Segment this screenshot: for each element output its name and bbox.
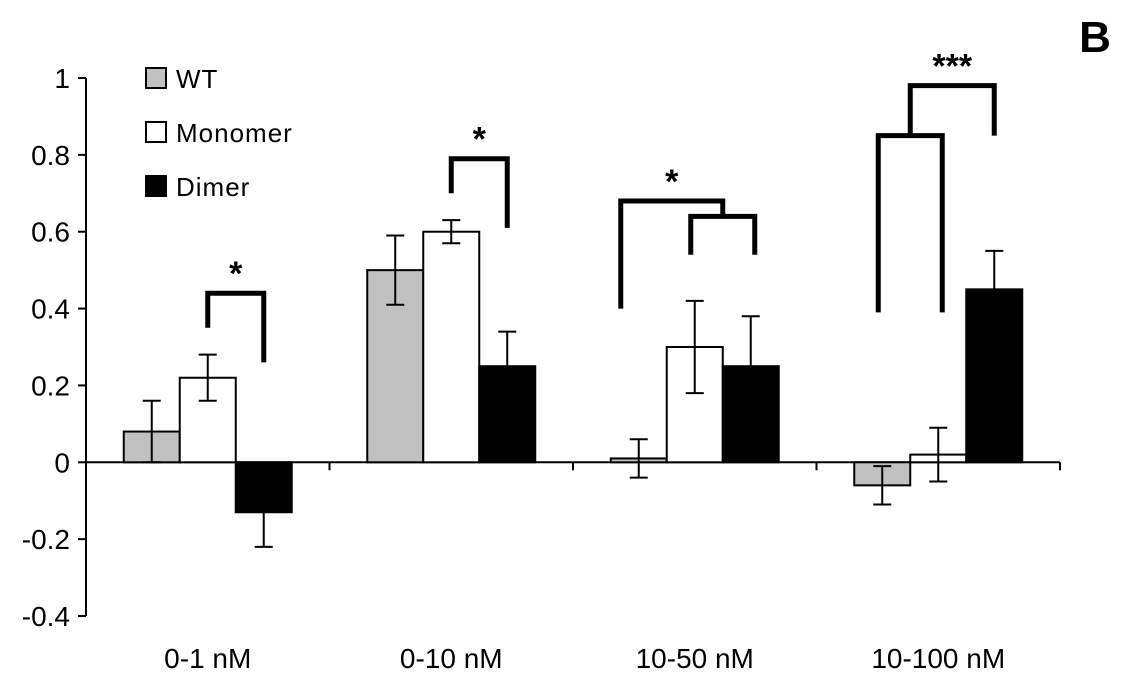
y-tick-label: 0.2 bbox=[31, 370, 70, 401]
significance-brackets: ****** bbox=[205, 48, 997, 363]
y-tick-label: 0.6 bbox=[31, 217, 70, 248]
y-tick-label: -0.4 bbox=[22, 601, 70, 632]
legend-label: WT bbox=[176, 64, 218, 94]
legend-label: Monomer bbox=[176, 118, 293, 148]
y-tick-label: 1 bbox=[54, 63, 70, 94]
bar-monomer bbox=[422, 230, 481, 464]
legend-swatch-monomer bbox=[145, 121, 167, 143]
axes: -0.4 -0.2 0 0.2 0.4 0.6 0.8 1 0-1 nM 0-10 nM 10-50… bbox=[22, 63, 1061, 674]
legend-swatch-wt bbox=[145, 67, 167, 89]
y-tick-label: 0 bbox=[54, 447, 70, 478]
significance-label: * bbox=[665, 163, 679, 201]
significance-bracket bbox=[205, 290, 267, 363]
significance-label: * bbox=[473, 121, 487, 159]
error-bars bbox=[142, 219, 1004, 548]
x-tick-label: 10-50 nM bbox=[636, 643, 754, 674]
significance-label: * bbox=[229, 255, 243, 293]
significance-bracket bbox=[448, 156, 510, 228]
legend-swatch-dimer bbox=[145, 175, 167, 197]
y-tick-label: -0.2 bbox=[22, 524, 70, 555]
significance-bracket bbox=[875, 133, 945, 313]
x-tick-label: 0-1 nM bbox=[164, 643, 251, 674]
y-tick-label: 0.4 bbox=[31, 294, 70, 325]
legend-label: Dimer bbox=[176, 172, 250, 202]
x-tick-label: 0-10 nM bbox=[400, 643, 503, 674]
significance-label: *** bbox=[932, 48, 972, 86]
significance-bracket bbox=[907, 83, 997, 136]
y-tick-label: 0.8 bbox=[31, 140, 70, 171]
x-tick-label: 10-100 nM bbox=[871, 643, 1005, 674]
legend: WT Monomer Dimer bbox=[145, 64, 293, 202]
significance-bracket bbox=[688, 213, 758, 255]
significance-bracket bbox=[618, 198, 726, 309]
panel-label: B bbox=[1079, 13, 1111, 62]
